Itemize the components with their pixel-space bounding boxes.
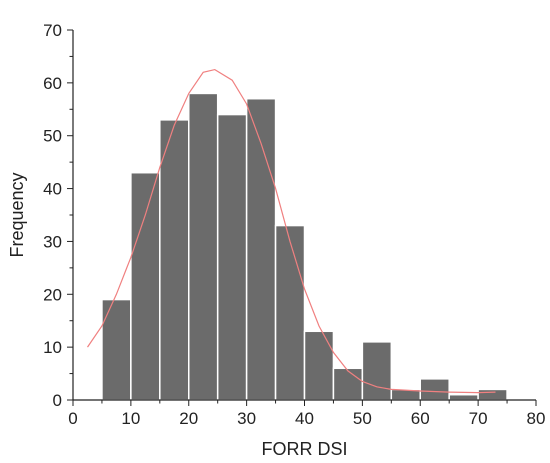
x-tick-label: 40 [295, 409, 314, 428]
y-axis-ticks: 0 10 20 30 40 50 60 70 [43, 21, 73, 410]
x-tick-label: 60 [411, 409, 430, 428]
histogram-bar [303, 330, 335, 401]
y-tick-label: 0 [53, 391, 62, 410]
histogram-bar [448, 393, 479, 401]
histogram-bar [477, 388, 508, 401]
y-tick-label: 20 [43, 285, 62, 304]
fit-curve [87, 68, 496, 394]
y-tick-label: 70 [43, 21, 62, 40]
x-tick-label: 30 [237, 409, 256, 428]
y-tick-label: 10 [43, 338, 62, 357]
histogram-bar [188, 92, 219, 401]
histogram-bar [274, 224, 306, 401]
histogram-bar [245, 97, 277, 401]
x-axis-title: FORR DSI [261, 439, 347, 459]
histogram-bar [130, 171, 161, 401]
x-axis-ticks: 0 10 20 30 40 50 60 70 80 [68, 400, 545, 428]
histogram-bar [101, 298, 132, 401]
histogram-bar [419, 378, 450, 401]
y-tick-label: 50 [43, 127, 62, 146]
x-tick-label: 0 [68, 409, 77, 428]
y-tick-label: 40 [43, 180, 62, 199]
histogram-bar [332, 367, 364, 401]
y-tick-label: 30 [43, 232, 62, 251]
y-axis-title: Frequency [7, 172, 27, 257]
x-tick-label: 20 [179, 409, 198, 428]
x-tick-label: 80 [527, 409, 546, 428]
x-tick-label: 70 [469, 409, 488, 428]
histogram-bar [159, 119, 190, 401]
x-tick-label: 10 [121, 409, 140, 428]
histogram-bar [361, 341, 393, 401]
histogram-bar [216, 113, 248, 401]
x-tick-label: 50 [353, 409, 372, 428]
y-tick-label: 60 [43, 74, 62, 93]
histogram-bars [101, 92, 508, 401]
